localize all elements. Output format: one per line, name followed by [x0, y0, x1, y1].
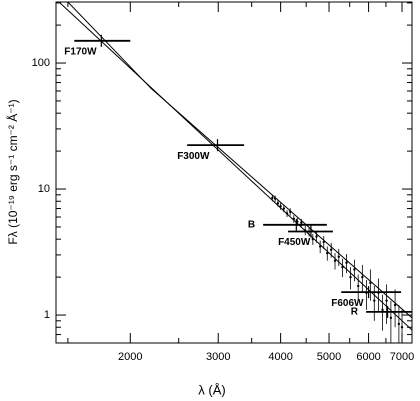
y-tick-label: 1 [44, 309, 50, 321]
x-axis-label: λ (Å) [198, 382, 225, 397]
plot-frame [55, 1, 413, 344]
filter-label: F170W [64, 46, 97, 57]
x-tick-label: 2000 [118, 351, 142, 363]
spectrum-point [337, 255, 340, 258]
x-tick-label: 3000 [206, 351, 230, 363]
spectrum-point [285, 212, 289, 215]
spectrum-point [385, 299, 388, 302]
y-tick-label: 10 [38, 183, 50, 195]
spectrum-point [393, 303, 397, 307]
spectrum-point [271, 196, 274, 200]
spectrum-point [369, 281, 372, 285]
spectrum-point [341, 265, 344, 269]
y-axis-label: Fλ (10⁻¹⁹ erg s⁻¹ cm⁻² Å⁻¹) [5, 99, 20, 244]
spectrum-point [315, 235, 318, 238]
x-tick-label: 5000 [317, 351, 341, 363]
spectrum-point [288, 210, 292, 213]
spectrum-point [318, 245, 322, 248]
spectrum-point [333, 259, 337, 262]
spectrum-point [300, 221, 303, 224]
spectrum-point [400, 326, 404, 329]
filter-label: F450W [278, 237, 311, 248]
filter-label: F300W [177, 151, 210, 162]
spectrum-point [276, 202, 280, 205]
spectrum-point [326, 251, 329, 255]
filter-label: R [351, 306, 359, 317]
spectrum-point [361, 275, 364, 279]
spectrum-point [329, 248, 333, 251]
x-tick-label: 7000 [390, 351, 414, 363]
spectrum-point [279, 205, 282, 208]
plot-area [58, 2, 412, 343]
spectrum-point [282, 207, 286, 210]
y-tick-label: 100 [32, 57, 50, 69]
filter-label: F606W [331, 298, 364, 309]
x-tick-label: 6000 [356, 351, 380, 363]
spectrum-point [273, 197, 277, 200]
x-tick-label: 4000 [268, 351, 292, 363]
model-line [67, 2, 412, 319]
spectrum-point [381, 308, 384, 312]
spectrum-point [397, 322, 401, 326]
spectrum-point [349, 275, 352, 279]
filter-label: B [248, 219, 255, 230]
spectrum-point [311, 237, 315, 241]
spectrum-point [373, 299, 376, 302]
spectrum-point [292, 217, 295, 221]
model-line [58, 2, 412, 331]
spectrum-point [389, 316, 393, 320]
spectrum-point [322, 240, 325, 244]
spectrum-point [345, 261, 348, 264]
spectrum-point [357, 284, 360, 288]
spectrum-point [353, 268, 356, 271]
